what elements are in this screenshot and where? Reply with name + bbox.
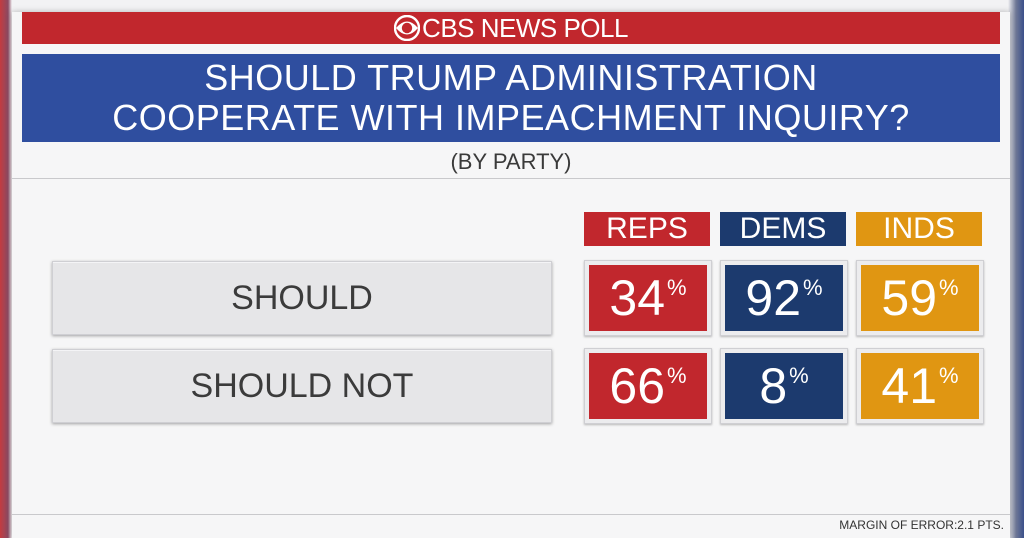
value-cell-should-not-reps: 66% — [584, 348, 712, 424]
value-cell-should-reps: 34% — [584, 260, 712, 336]
percent-sign: % — [803, 275, 823, 300]
poll-card: CBS NEWS POLL SHOULD TRUMP ADMINISTRATIO… — [12, 12, 1010, 538]
brand-bar: CBS NEWS POLL — [22, 12, 1000, 44]
value-number: 92 — [745, 270, 802, 326]
percent-sign: % — [939, 275, 959, 300]
brand-title: CBS NEWS POLL — [422, 12, 628, 43]
question-banner: SHOULD TRUMP ADMINISTRATION COOPERATE WI… — [22, 54, 1000, 142]
column-header-inds: INDS — [856, 212, 982, 246]
value-cell-should-not-inds: 41% — [856, 348, 984, 424]
footer-divider — [12, 514, 1010, 515]
value-number: 8 — [759, 358, 788, 414]
value-cell-should-not-dems: 8% — [720, 348, 848, 424]
value-box: 66% — [589, 353, 707, 419]
subtitle: (BY PARTY) — [450, 149, 572, 174]
divider — [12, 178, 1010, 179]
value-number: 34 — [609, 270, 666, 326]
value-cell-should-inds: 59% — [856, 260, 984, 336]
value-number: 59 — [881, 270, 938, 326]
value-box: 8% — [725, 353, 843, 419]
margin-of-error: MARGIN OF ERROR:2.1 PTS. — [839, 518, 1004, 532]
value-number: 41 — [881, 358, 938, 414]
value-number: 66 — [609, 358, 666, 414]
percent-sign: % — [667, 275, 687, 300]
column-header-dems: DEMS — [720, 212, 846, 246]
value-box: 41% — [861, 353, 979, 419]
title-line-2: COOPERATE WITH IMPEACHMENT INQUIRY? — [112, 97, 910, 138]
row-label-should: SHOULD — [52, 261, 552, 335]
title-line-1: SHOULD TRUMP ADMINISTRATION — [204, 57, 818, 98]
value-box: 34% — [589, 265, 707, 331]
percent-sign: % — [939, 363, 959, 388]
row-label-should-not: SHOULD NOT — [52, 349, 552, 423]
value-box: 59% — [861, 265, 979, 331]
percent-sign: % — [789, 363, 809, 388]
value-cell-should-dems: 92% — [720, 260, 848, 336]
percent-sign: % — [667, 363, 687, 388]
value-box: 92% — [725, 265, 843, 331]
cbs-eye-icon — [394, 15, 421, 41]
column-header-reps: REPS — [584, 212, 710, 246]
